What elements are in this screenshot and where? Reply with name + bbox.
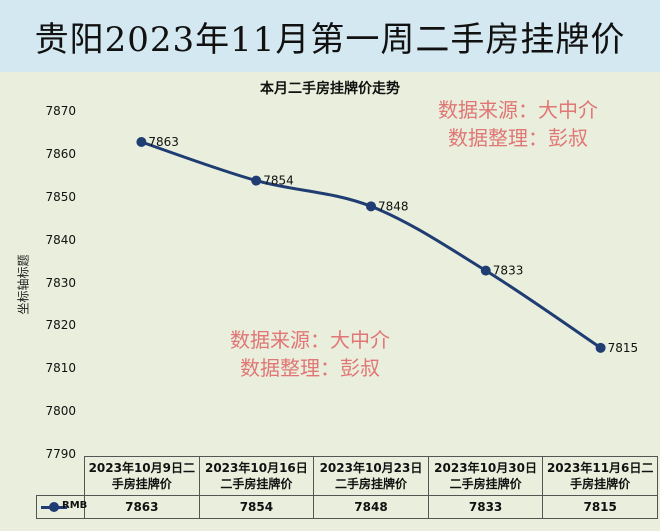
chart-area xyxy=(0,72,660,531)
data-label: 7863 xyxy=(148,135,179,149)
watermark-top: 数据来源：大中介 数据整理：彭叔 xyxy=(418,96,618,152)
watermark-middle-line1: 数据来源：大中介 xyxy=(230,328,390,352)
data-label: 7833 xyxy=(493,264,524,278)
data-label: 7848 xyxy=(378,199,409,213)
data-point xyxy=(595,342,606,353)
data-table-corner xyxy=(36,456,85,496)
series-line-rmb xyxy=(140,140,602,350)
data-table: 2023年10月9日二 手房挂牌价 2023年10月16日 二手房挂牌价 2023年… xyxy=(36,456,658,519)
y-tick-label: 7870 xyxy=(45,104,76,118)
chart-title: 本月二手房挂牌价走势 xyxy=(260,81,400,97)
watermark-middle: 数据来源：大中介 数据整理：彭叔 xyxy=(210,326,410,382)
legend-key: RMB xyxy=(36,495,88,519)
table-value-cell: 7848 xyxy=(313,495,429,519)
y-tick-label: 7840 xyxy=(45,232,76,247)
table-value-cell: 7863 xyxy=(84,495,200,519)
legend-series-name: RMB xyxy=(62,500,88,511)
data-table-value-row: RMB 7863 7854 7848 7833 7815 xyxy=(36,495,658,519)
y-tick-label: 7810 xyxy=(45,361,76,376)
y-tick-label: 7850 xyxy=(45,189,76,204)
category-label: 2023年11月6日二 手房挂牌价 xyxy=(542,456,658,496)
table-value-cell: 7833 xyxy=(427,495,544,519)
y-tick-label: 7820 xyxy=(45,318,76,333)
data-point xyxy=(366,201,376,212)
data-point xyxy=(251,175,262,186)
data-label: 7854 xyxy=(263,174,294,188)
data-label: 7815 xyxy=(608,341,639,355)
table-value-cell: 7815 xyxy=(542,495,658,519)
watermark-top-line2: 数据整理：彭叔 xyxy=(448,126,588,150)
watermark-middle-line2: 数据整理：彭叔 xyxy=(240,356,380,380)
table-value-cell: 7854 xyxy=(198,495,315,519)
data-table-header-row: 2023年10月9日二 手房挂牌价 2023年10月16日 二手房挂牌价 2023年… xyxy=(36,456,658,496)
banner: 贵阳2023年11月第一周二手房挂牌价 xyxy=(0,0,660,73)
category-label: 2023年10月16日 二手房挂牌价 xyxy=(198,456,315,496)
category-label: 2023年10月23日 二手房挂牌价 xyxy=(313,456,429,496)
legend-marker-icon xyxy=(49,502,59,512)
category-label: 2023年10月30日 二手房挂牌价 xyxy=(427,456,544,496)
category-label: 2023年10月9日二 手房挂牌价 xyxy=(84,456,200,496)
y-tick-label: 7800 xyxy=(45,404,76,419)
y-tick-label: 7830 xyxy=(45,275,76,290)
y-tick-label: 7860 xyxy=(45,146,76,161)
data-point xyxy=(136,137,147,148)
watermark-top-line1: 数据来源：大中介 xyxy=(438,98,598,122)
data-point xyxy=(480,265,491,276)
page-title: 贵阳2023年11月第一周二手房挂牌价 xyxy=(34,20,626,60)
